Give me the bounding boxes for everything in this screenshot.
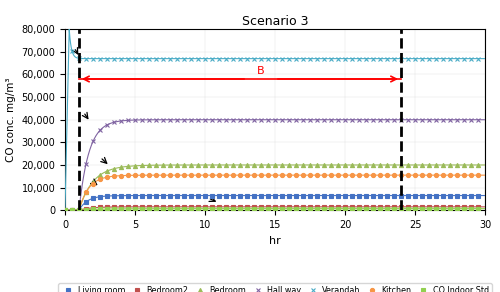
Kitchen	[447, 173, 453, 177]
Hall way	[321, 118, 327, 121]
Bedroom2	[62, 208, 68, 212]
Verandah	[475, 57, 481, 60]
Kitchen	[202, 173, 208, 177]
Kitchen	[195, 173, 201, 177]
Verandah	[174, 57, 180, 60]
Bedroom	[321, 163, 327, 167]
Hall way	[132, 118, 138, 122]
CO Indoor Std	[167, 207, 173, 211]
Kitchen	[321, 173, 327, 177]
Bedroom2	[167, 205, 173, 208]
Title: Scenario 3: Scenario 3	[242, 15, 308, 28]
CO Indoor Std	[195, 207, 201, 211]
Line: CO Indoor Std: CO Indoor Std	[63, 206, 480, 212]
Kitchen	[167, 173, 173, 177]
Hall way	[62, 208, 68, 212]
Line: Bedroom: Bedroom	[63, 163, 480, 212]
Verandah	[328, 57, 334, 60]
CO Indoor Std	[202, 207, 208, 211]
Bedroom	[167, 163, 173, 167]
Verandah	[188, 57, 194, 60]
Verandah	[62, 208, 68, 212]
CO Indoor Std	[475, 207, 481, 211]
Bedroom2	[181, 205, 187, 208]
Verandah	[209, 57, 215, 60]
Kitchen	[181, 173, 187, 177]
CO Indoor Std	[321, 207, 327, 211]
Bedroom	[62, 208, 68, 212]
Line: Bedroom2: Bedroom2	[63, 205, 480, 212]
Living room	[391, 194, 397, 197]
Bedroom2	[132, 205, 138, 208]
Verandah	[139, 57, 145, 60]
Verandah	[69, 49, 75, 53]
X-axis label: hr: hr	[269, 236, 281, 246]
Hall way	[475, 118, 481, 121]
Bedroom	[475, 163, 481, 167]
Living room	[181, 194, 187, 197]
CO Indoor Std	[181, 207, 187, 211]
Bedroom	[181, 163, 187, 167]
Hall way	[202, 118, 208, 121]
Living room	[132, 194, 138, 197]
Legend: Living room, Bedroom2, Bedroom, Hall way, Verandah, Kitchen, CO Indoor Std: Living room, Bedroom2, Bedroom, Hall way…	[58, 283, 492, 292]
Living room	[321, 194, 327, 197]
Living room	[167, 194, 173, 197]
CO Indoor Std	[132, 207, 138, 211]
CO Indoor Std	[62, 208, 68, 212]
Living room	[202, 194, 208, 197]
Hall way	[181, 118, 187, 121]
Kitchen	[475, 173, 481, 177]
Verandah	[202, 57, 208, 60]
Line: Living room: Living room	[63, 193, 480, 212]
Bedroom	[132, 164, 138, 168]
Hall way	[167, 118, 173, 121]
Line: Verandah: Verandah	[63, 49, 480, 212]
Bedroom2	[202, 205, 208, 208]
Line: Kitchen: Kitchen	[63, 173, 480, 212]
Y-axis label: CO conc. mg/m³: CO conc. mg/m³	[6, 77, 16, 162]
Kitchen	[62, 208, 68, 212]
Bedroom	[195, 163, 201, 167]
Living room	[195, 194, 201, 197]
Living room	[475, 194, 481, 197]
Text: B: B	[257, 66, 265, 76]
Living room	[62, 208, 68, 212]
Bedroom2	[475, 205, 481, 208]
Bedroom2	[195, 205, 201, 208]
Hall way	[195, 118, 201, 121]
Bedroom2	[321, 205, 327, 208]
Bedroom	[202, 163, 208, 167]
Line: Hall way: Hall way	[63, 118, 480, 212]
Hall way	[447, 118, 453, 121]
Kitchen	[132, 173, 138, 177]
